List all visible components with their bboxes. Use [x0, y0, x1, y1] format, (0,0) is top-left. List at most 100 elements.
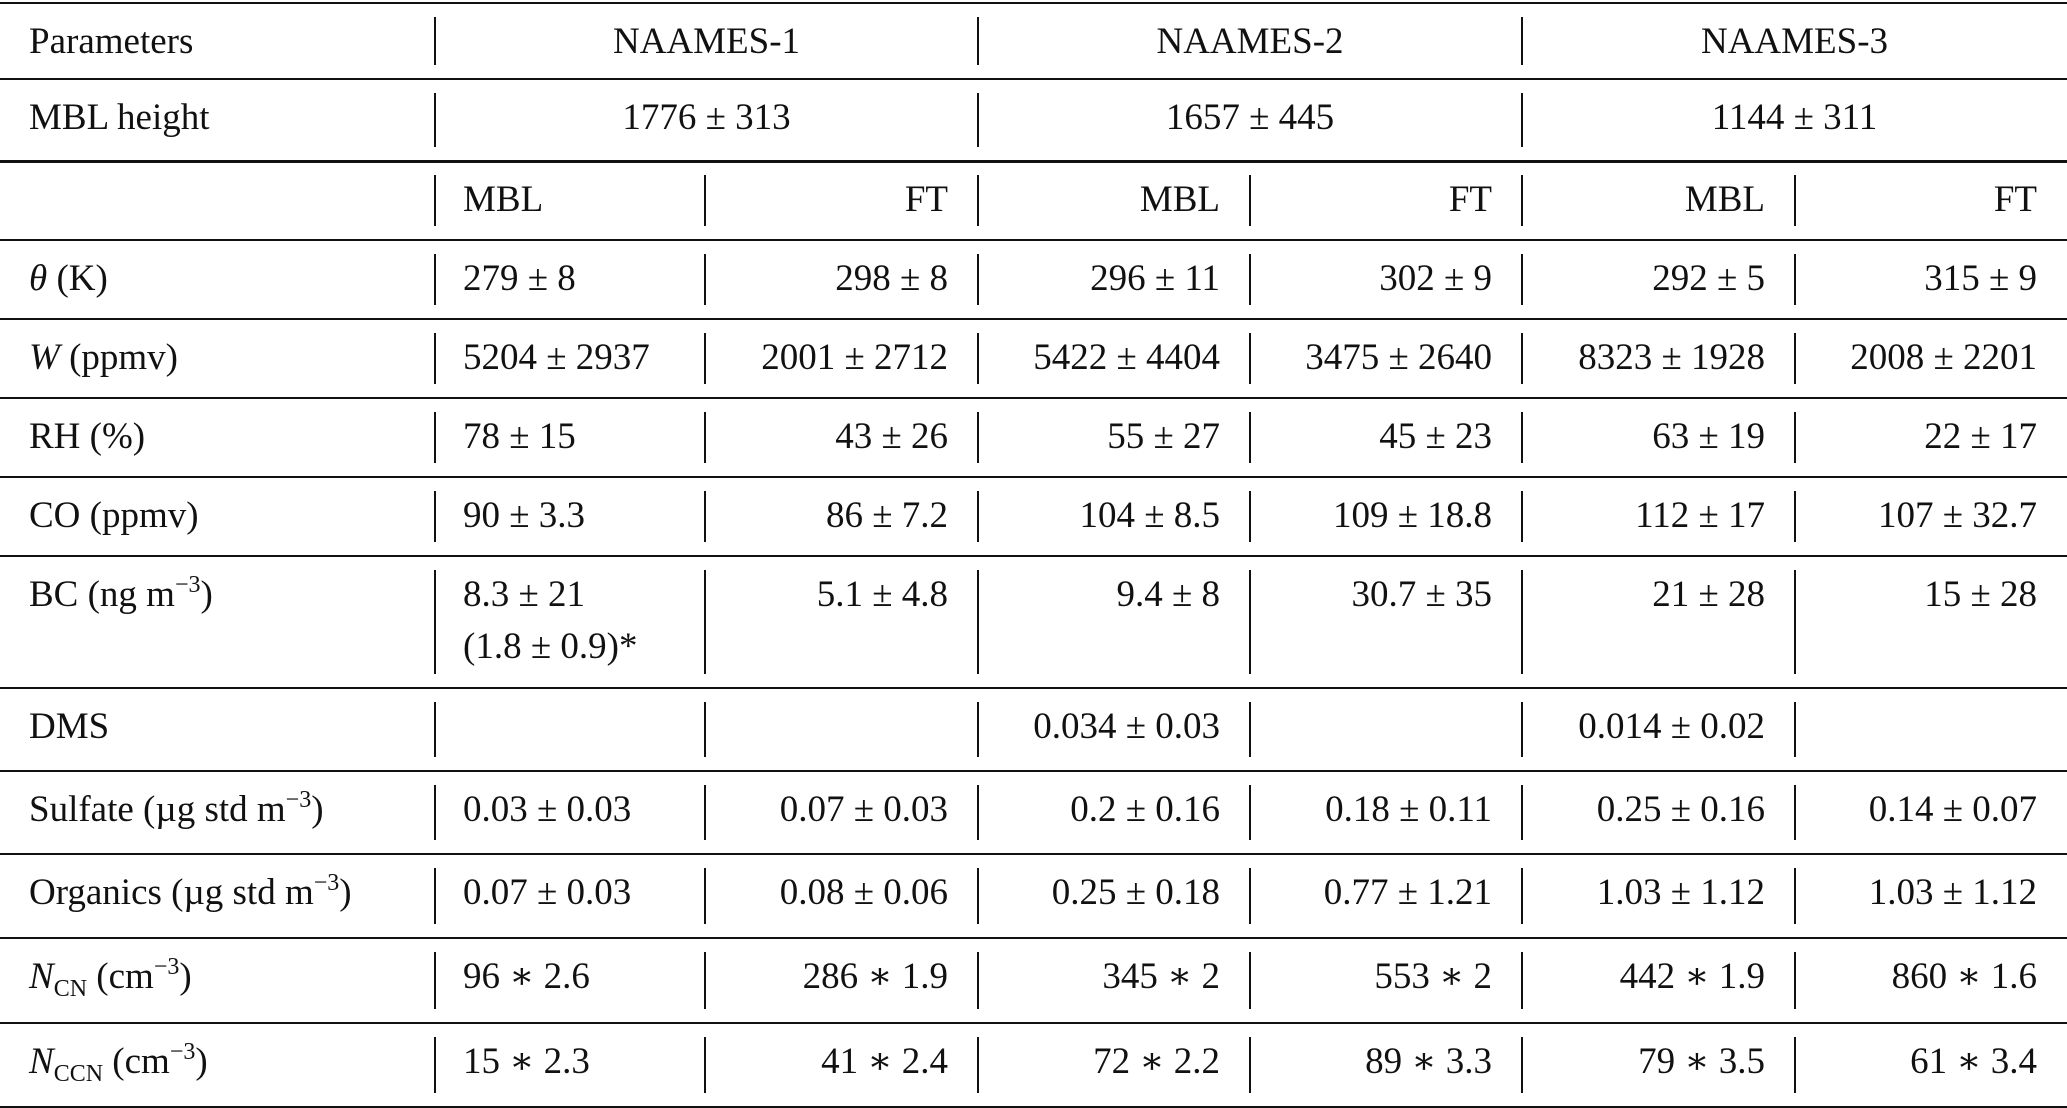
row-rule [0, 78, 2067, 80]
column-separator [977, 491, 979, 542]
column-separator [434, 175, 436, 226]
data-cell: 1.03 ± 1.12 [1868, 872, 2037, 913]
column-separator [977, 254, 979, 305]
column-separator [977, 175, 979, 226]
row-rule [0, 476, 2067, 478]
column-separator [1521, 868, 1523, 924]
column-separator [977, 17, 979, 65]
row-rule [0, 1022, 2067, 1024]
row-label: W (ppmv) [29, 332, 178, 384]
row-rule [0, 937, 2067, 939]
column-separator [1249, 868, 1251, 924]
label-run: (K) [47, 258, 108, 299]
data-cell: 5422 ± 4404 [1033, 337, 1220, 378]
data-cell: 0.77 ± 1.21 [1323, 872, 1492, 913]
column-separator [1249, 333, 1251, 384]
column-separator [704, 570, 706, 674]
data-cell: 442 ∗ 1.9 [1619, 956, 1765, 997]
column-separator [1521, 570, 1523, 674]
label-run: −3 [285, 787, 312, 813]
column-separator [704, 175, 706, 226]
label-run: CN [53, 976, 88, 1002]
column-separator [1521, 785, 1523, 840]
column-separator [704, 412, 706, 463]
column-separator [977, 868, 979, 924]
row-label: RH (%) [29, 411, 145, 463]
column-separator [704, 254, 706, 305]
label-run: −3 [313, 870, 340, 896]
subheader-cell: FT [1993, 179, 2037, 220]
column-separator [1249, 785, 1251, 840]
data-cell: 292 ± 5 [1652, 258, 1765, 299]
column-separator [1521, 17, 1523, 65]
data-cell: 61 ∗ 3.4 [1910, 1041, 2037, 1082]
header-cell: NAAMES-3 [1700, 21, 1889, 62]
row-label: θ (K) [29, 253, 108, 305]
column-separator [1249, 952, 1251, 1009]
column-separator [977, 1037, 979, 1093]
row-label: NCN (cm−3) [29, 951, 192, 1003]
column-separator [704, 1037, 706, 1093]
data-cell: 1657 ± 445 [1165, 97, 1335, 138]
label-run: ) [200, 574, 213, 615]
row-rule [0, 397, 2067, 399]
column-separator [704, 491, 706, 542]
data-cell: 78 ± 15 [463, 416, 576, 457]
column-separator [1249, 412, 1251, 463]
label-run: Organics (µg std m [29, 872, 314, 913]
column-separator [977, 93, 979, 147]
column-separator [1794, 702, 1796, 757]
subheader-cell: MBL [463, 179, 544, 220]
data-cell: 0.08 ± 0.06 [779, 872, 948, 913]
label-run: BC (ng m [29, 574, 175, 615]
row-label: DMS [29, 701, 109, 753]
data-cell: 79 ∗ 3.5 [1638, 1041, 1765, 1082]
data-cell: 104 ± 8.5 [1079, 495, 1220, 536]
data-cell: 1144 ± 311 [1711, 97, 1878, 138]
data-cell: 112 ± 17 [1635, 495, 1765, 536]
cell-line: (1.8 ± 0.9)* [463, 626, 638, 667]
label-run: DMS [29, 706, 110, 747]
data-cell: 0.25 ± 0.16 [1596, 789, 1765, 830]
data-cell: 553 ∗ 2 [1374, 956, 1492, 997]
column-separator [977, 785, 979, 840]
row-rule [0, 2, 2067, 4]
column-separator [434, 868, 436, 924]
column-separator [1249, 570, 1251, 674]
column-separator [1521, 952, 1523, 1009]
column-separator [434, 17, 436, 65]
data-cell: 0.14 ± 0.07 [1868, 789, 2037, 830]
subheader-cell: MBL [1139, 179, 1220, 220]
column-separator [434, 93, 436, 147]
data-cell: 0.014 ± 0.02 [1578, 706, 1765, 747]
column-separator [1521, 491, 1523, 542]
data-cell: 9.4 ± 8 [1116, 574, 1220, 615]
row-rule [0, 687, 2067, 689]
label-run: −3 [153, 954, 180, 980]
row-rule [0, 160, 2067, 163]
data-cell: 41 ∗ 2.4 [821, 1041, 948, 1082]
label-run: ) [339, 872, 352, 913]
label-run: CCN [53, 1061, 104, 1087]
row-rule [0, 239, 2067, 241]
column-separator [434, 952, 436, 1009]
column-separator [977, 570, 979, 674]
label-run: CO (ppmv) [29, 495, 199, 536]
row-rule [0, 555, 2067, 557]
data-cell: 0.07 ± 0.03 [779, 789, 948, 830]
data-cell: 860 ∗ 1.6 [1891, 956, 2037, 997]
column-separator [704, 333, 706, 384]
column-separator [1794, 785, 1796, 840]
column-separator [434, 491, 436, 542]
column-separator [1249, 1037, 1251, 1093]
header-cell: NAAMES-1 [612, 21, 801, 62]
row-rule [0, 770, 2067, 772]
data-cell: 3475 ± 2640 [1305, 337, 1492, 378]
data-cell: 2008 ± 2201 [1850, 337, 2037, 378]
data-cell: 107 ± 32.7 [1877, 495, 2037, 536]
data-cell: 0.2 ± 0.16 [1070, 789, 1220, 830]
column-separator [1249, 491, 1251, 542]
data-cell: 45 ± 23 [1379, 416, 1492, 457]
column-separator [1521, 412, 1523, 463]
column-separator [1521, 93, 1523, 147]
